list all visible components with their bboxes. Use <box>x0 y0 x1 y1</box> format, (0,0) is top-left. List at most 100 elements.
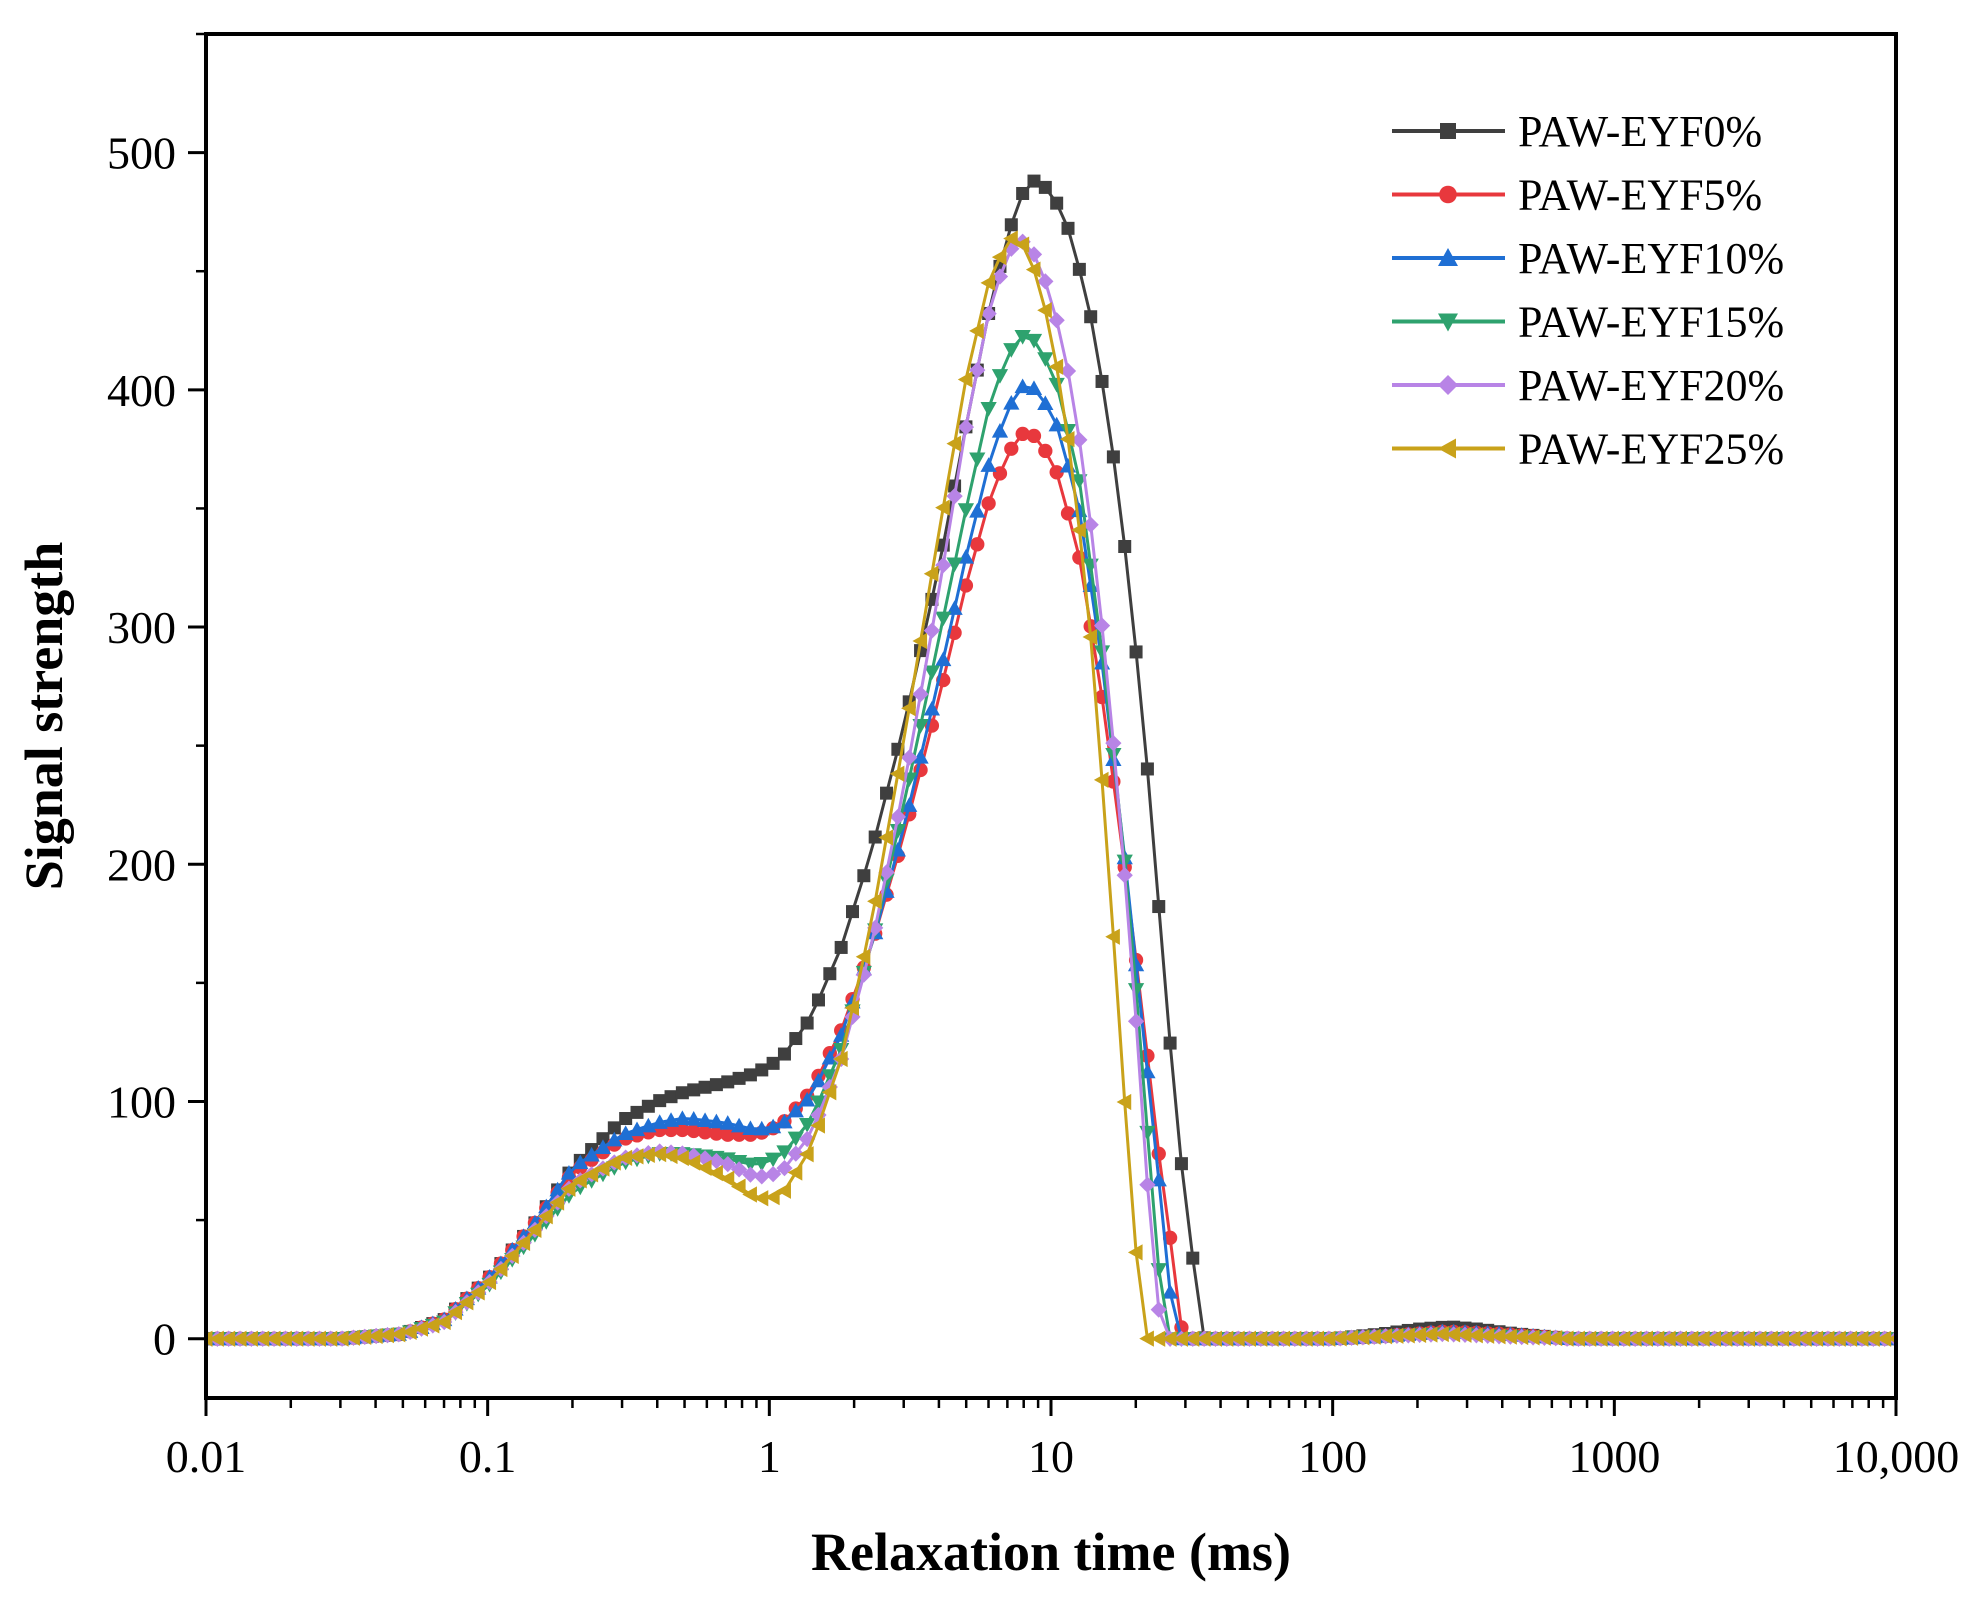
data-point <box>992 466 1008 481</box>
data-point <box>1581 1330 1597 1347</box>
y-tick-label: 400 <box>107 365 176 416</box>
data-point <box>481 1273 497 1291</box>
data-point <box>596 1132 610 1146</box>
data-point <box>1853 1330 1869 1347</box>
data-point <box>277 1330 292 1347</box>
data-point <box>880 786 894 800</box>
data-point <box>220 1330 236 1347</box>
data-point <box>1547 1330 1563 1347</box>
data-point <box>311 1330 326 1347</box>
data-point <box>1003 230 1018 247</box>
data-point <box>753 1190 769 1207</box>
data-point <box>1400 1327 1415 1344</box>
data-point <box>1003 343 1020 358</box>
data-point <box>641 1099 655 1113</box>
data-point <box>867 893 882 910</box>
data-point <box>1049 465 1064 480</box>
data-point <box>709 1078 723 1092</box>
data-point <box>821 1084 837 1101</box>
data-point <box>390 1326 406 1343</box>
data-point <box>619 1112 633 1126</box>
legend: PAW-EYF0% PAW-EYF5% PAW-EYF10% PAW-EYF15% PA… <box>1392 107 1784 474</box>
data-point <box>821 1049 838 1065</box>
data-point <box>662 1112 680 1127</box>
data-point <box>1842 1330 1858 1347</box>
data-point <box>991 249 1007 266</box>
data-point <box>1797 1330 1812 1347</box>
data-point <box>617 1125 634 1140</box>
data-point <box>1015 426 1030 442</box>
data-point <box>810 1072 827 1088</box>
data-point <box>1354 1329 1370 1346</box>
data-point <box>708 1152 725 1170</box>
data-point <box>844 999 860 1017</box>
legend-item: PAW-EYF5% <box>1392 171 1762 220</box>
data-point <box>1162 1230 1178 1245</box>
x-tick-label: 0.1 <box>459 1431 517 1482</box>
data-point <box>1106 450 1120 464</box>
data-point <box>1129 645 1143 659</box>
data-point <box>1729 1330 1744 1347</box>
data-point <box>458 1294 474 1311</box>
data-point <box>957 503 975 518</box>
data-point <box>1592 1330 1608 1347</box>
series-layer <box>206 174 1896 1347</box>
data-point <box>1150 1301 1167 1318</box>
data-point <box>810 1095 827 1111</box>
data-point <box>572 1154 589 1170</box>
data-point <box>1161 1283 1179 1299</box>
data-point <box>846 905 860 919</box>
data-point <box>1876 1330 1892 1347</box>
data-point <box>1059 362 1077 380</box>
data-point <box>1059 430 1075 448</box>
legend-item: PAW-EYF10% <box>1392 234 1784 283</box>
data-point <box>379 1326 394 1344</box>
data-point <box>776 1113 793 1129</box>
data-point <box>855 948 871 965</box>
data-point <box>1195 1330 1211 1347</box>
data-point <box>1116 867 1133 884</box>
data-point <box>1048 358 1064 375</box>
data-point <box>1026 428 1042 444</box>
data-point <box>1173 1330 1188 1347</box>
y-axis-title: Signal strength <box>14 542 74 891</box>
data-point <box>1014 378 1031 394</box>
data-point <box>912 632 928 650</box>
data-point <box>1014 236 1030 253</box>
data-point <box>957 418 975 436</box>
data-point <box>833 1050 848 1068</box>
data-point <box>799 1146 814 1163</box>
data-point <box>549 1194 565 1211</box>
data-point <box>265 1330 281 1347</box>
data-point <box>742 1120 759 1136</box>
data-point <box>1887 1334 1896 1344</box>
legend-marker <box>1440 123 1456 139</box>
data-point <box>901 797 918 812</box>
legend-label: PAW-EYF20% <box>1518 361 1784 410</box>
data-point <box>526 1221 542 1239</box>
data-point <box>730 1161 748 1178</box>
data-point <box>1615 1330 1631 1347</box>
data-point <box>628 1148 644 1165</box>
data-point <box>1093 617 1111 634</box>
data-point <box>674 1149 689 1167</box>
data-point <box>1025 380 1043 395</box>
data-point <box>800 1016 814 1030</box>
data-point <box>1468 1327 1483 1344</box>
data-point <box>1150 1171 1167 1187</box>
data-point <box>1139 1330 1154 1347</box>
data-point <box>1127 1244 1143 1261</box>
data-point <box>515 1234 531 1252</box>
data-point <box>687 1083 701 1097</box>
data-point <box>1751 1330 1767 1347</box>
ticks-layer: 0.01 0.1 1 10 100 1000 10,000 0 100 200 300 400 500 <box>107 32 1959 1482</box>
data-point <box>447 1303 463 1321</box>
data-point <box>594 1139 612 1154</box>
data-point <box>231 1330 247 1347</box>
legend-label: PAW-EYF5% <box>1518 171 1762 220</box>
data-point <box>1275 1330 1291 1347</box>
data-point <box>878 873 895 889</box>
data-point <box>424 1317 440 1334</box>
data-point <box>1706 1330 1722 1347</box>
data-point <box>651 1145 667 1163</box>
